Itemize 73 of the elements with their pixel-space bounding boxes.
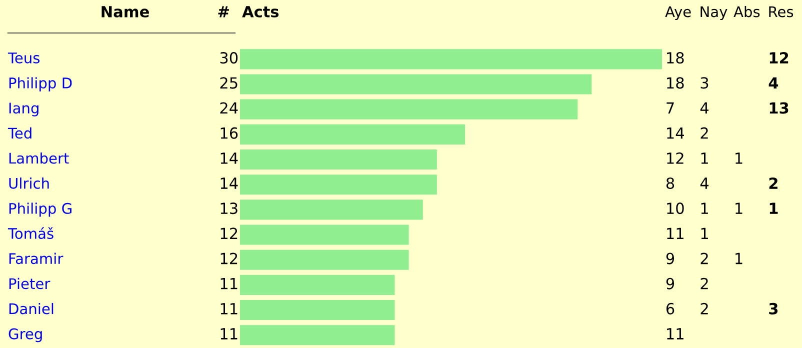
bar [240, 250, 409, 270]
bar [240, 124, 466, 144]
data-label: 4 [700, 178, 709, 189]
data-label: 12 [667, 152, 684, 164]
data-label: 13 [220, 202, 238, 214]
data-label: 7 [666, 102, 674, 114]
data-label: 14 [220, 178, 238, 189]
data-label: 11 [220, 328, 238, 340]
y-tick-label: Daniel [9, 302, 54, 314]
data-label: 9 [666, 278, 674, 290]
data-label: 1 [770, 202, 778, 214]
data-label: 2 [700, 127, 708, 139]
data-label: 10 [667, 202, 684, 214]
y-tick-label: Faramir [9, 252, 64, 264]
data-label: 2 [769, 177, 778, 189]
data-label: 14 [220, 152, 238, 164]
data-label: 1 [701, 152, 708, 164]
bar [240, 300, 395, 320]
data-label: 1 [736, 152, 742, 164]
data-label: 6 [666, 302, 674, 314]
x-tick-label: Aye [665, 6, 691, 20]
data-label: 1 [701, 202, 708, 214]
data-label: 16 [220, 127, 238, 139]
y-tick-label: Ulrich [9, 178, 49, 189]
y-tick-label: Iang [9, 102, 38, 116]
data-label: 12 [220, 252, 238, 264]
y-tick-label: Greg [8, 328, 42, 342]
data-label: 1 [736, 202, 742, 214]
data-label: 11 [220, 303, 238, 314]
bar [240, 325, 395, 346]
y-tick-label: Philipp G [9, 202, 72, 217]
y-tick-label: Pieter [9, 278, 50, 290]
data-label: 12 [770, 52, 788, 64]
data-label: 1 [736, 252, 742, 264]
y-tick-label: Ted [8, 127, 32, 139]
x-tick-label: Res [769, 6, 794, 18]
bar [240, 99, 578, 120]
x-tick-label: Nay [700, 6, 728, 20]
data-label: 2 [700, 278, 708, 290]
data-label: 8 [666, 177, 674, 190]
data-label: 4 [768, 77, 778, 88]
data-label: 11 [667, 228, 684, 239]
data-label: 9 [666, 252, 674, 264]
data-label: 3 [769, 302, 778, 314]
bar [240, 200, 423, 220]
data-label: 1 [701, 228, 708, 239]
data-label: 14 [667, 128, 684, 139]
y-axis-title: Name [102, 6, 149, 18]
bar [240, 224, 409, 245]
x-axis-title: Acts [242, 6, 279, 18]
x-tick-label: Abs [734, 6, 760, 18]
y-tick-label: Lambert [9, 152, 69, 164]
data-label: 13 [770, 102, 788, 114]
bar [240, 74, 592, 94]
data-label: 12 [220, 228, 238, 239]
bar [240, 274, 395, 295]
data-label: 2 [700, 252, 708, 264]
data-label: 25 [220, 77, 238, 89]
bar [240, 174, 437, 195]
data-label: 24 [220, 102, 238, 114]
data-label: 2 [700, 302, 708, 314]
data-label: 3 [700, 77, 708, 89]
data-label: 4 [700, 102, 709, 114]
y-tick-label: Teus [8, 52, 40, 64]
data-label: 11 [667, 328, 684, 340]
text: # [218, 6, 229, 18]
data-label: 30 [220, 52, 238, 64]
data-label: 11 [220, 278, 238, 290]
data-label: 18 [667, 77, 684, 89]
data-label: 18 [667, 52, 684, 64]
y-tick-label: Tomáš [8, 227, 54, 239]
y-tick-label: Philipp D [9, 77, 72, 92]
bar [240, 149, 437, 170]
